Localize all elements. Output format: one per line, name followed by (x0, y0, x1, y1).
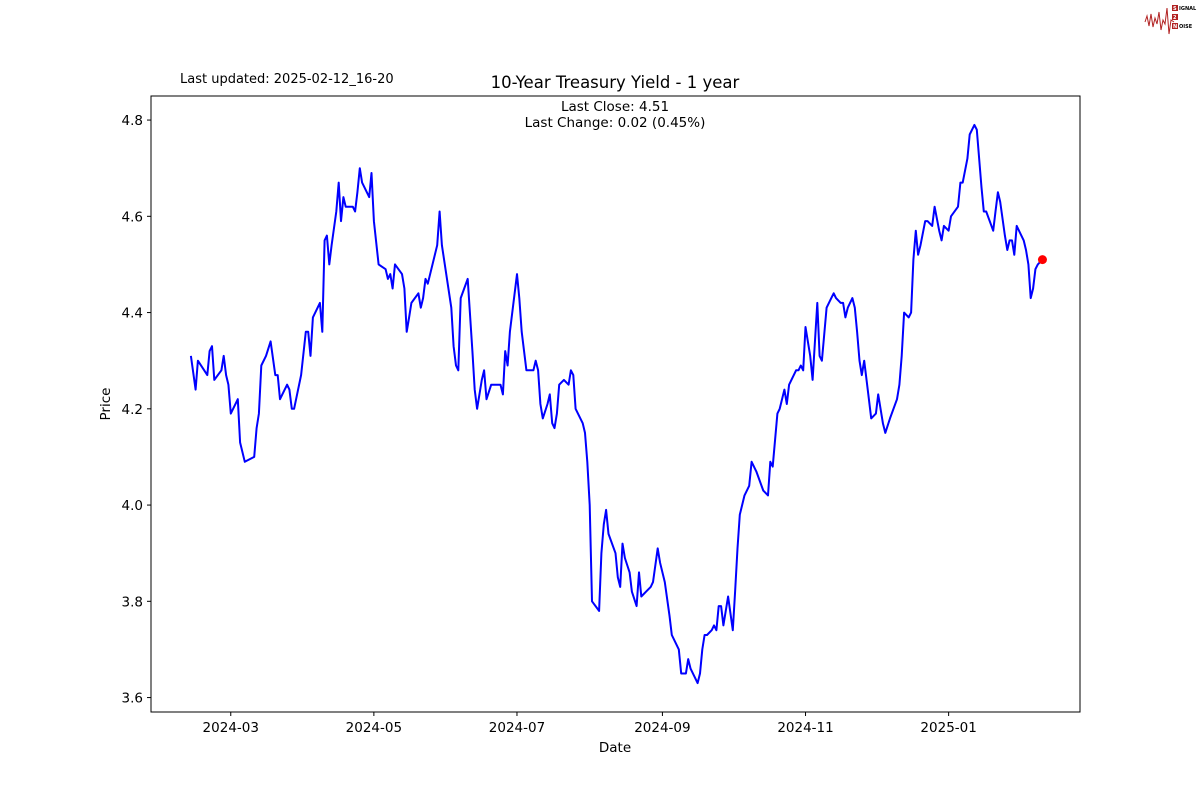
x-tick-label: 2024-09 (634, 720, 690, 736)
x-axis: 2024-03 2024-05 2024-07 2024-09 2024-11 2025-… (203, 712, 977, 736)
logo-text: S IGNAL 2 N OISE (1172, 5, 1197, 30)
y-tick-label: 3.8 (122, 594, 143, 610)
y-axis-label: Price (98, 388, 114, 421)
x-tick-label: 2024-11 (777, 720, 833, 736)
y-tick-label: 4.8 (122, 113, 143, 129)
logo-waveform-icon (1144, 7, 1175, 35)
logo: S IGNAL 2 N OISE (1144, 5, 1197, 35)
y-axis: 3.6 3.8 4.0 4.2 4.4 4.6 4.8 (122, 113, 151, 707)
last-change-annotation: Last Change: 0.02 (0.45%) (525, 115, 706, 131)
y-tick-label: 4.0 (122, 498, 143, 514)
last-updated-label: Last updated: 2025-02-12_16-20 (180, 72, 394, 87)
y-tick-label: 4.6 (122, 209, 143, 225)
x-tick-label: 2024-07 (489, 720, 545, 736)
svg-text:N: N (1173, 24, 1177, 30)
last-close-marker (1037, 255, 1047, 265)
svg-text:IGNAL: IGNAL (1179, 6, 1197, 12)
svg-text:2: 2 (1173, 15, 1177, 21)
y-tick-label: 4.4 (122, 306, 143, 322)
last-close-annotation: Last Close: 4.51 (561, 99, 669, 115)
x-axis-label: Date (599, 740, 631, 756)
x-tick-label: 2024-03 (203, 720, 259, 736)
y-tick-label: 4.2 (122, 402, 143, 418)
plot-frame (150, 95, 1081, 713)
x-tick-label: 2024-05 (346, 720, 402, 736)
series-line (189, 123, 1044, 685)
svg-text:OISE: OISE (1179, 24, 1193, 30)
svg-text:S: S (1173, 6, 1177, 12)
chart-title: 10-Year Treasury Yield - 1 year (491, 73, 740, 92)
x-tick-label: 2025-01 (920, 720, 976, 736)
y-tick-label: 3.6 (122, 691, 143, 707)
